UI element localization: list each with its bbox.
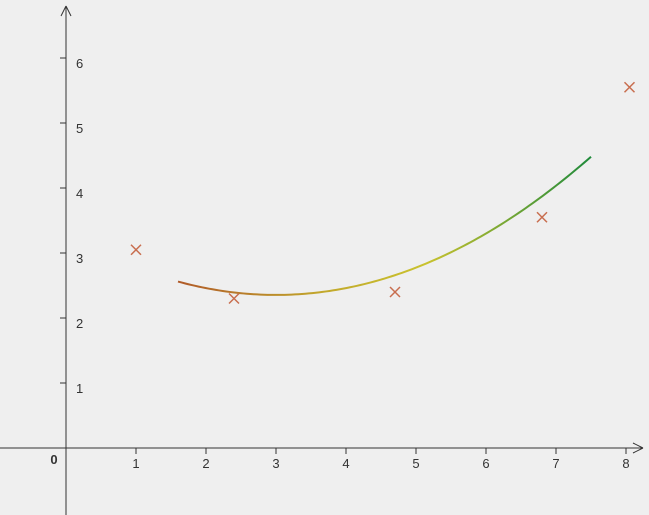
x-tick-label: 2: [202, 456, 209, 471]
scatter-marker: [229, 294, 239, 304]
scatter-marker: [390, 287, 400, 297]
y-tick-label: 5: [76, 121, 83, 136]
x-tick-label: 6: [482, 456, 489, 471]
x-tick-label: 8: [622, 456, 629, 471]
chart-container: 0 1 2 3 4 5 6 7 8 1 2 3 4 5 6: [0, 0, 649, 515]
x-tick-label: 5: [412, 456, 419, 471]
x-tick-label: 3: [272, 456, 279, 471]
x-tick-label: 1: [132, 456, 139, 471]
y-tick-label: 1: [76, 381, 83, 396]
origin-label: 0: [50, 452, 57, 467]
chart-svg: 0 1 2 3 4 5 6 7 8 1 2 3 4 5 6: [0, 0, 649, 515]
y-tick-label: 6: [76, 56, 83, 71]
x-tick-label: 7: [552, 456, 559, 471]
y-tick-label: 2: [76, 316, 83, 331]
x-tick-label: 4: [342, 456, 349, 471]
y-tick-label: 4: [76, 186, 83, 201]
fit-curve: [178, 157, 591, 295]
scatter-marker: [625, 82, 635, 92]
y-tick-label: 3: [76, 251, 83, 266]
scatter-marker: [131, 245, 141, 255]
scatter-marker: [537, 212, 547, 222]
